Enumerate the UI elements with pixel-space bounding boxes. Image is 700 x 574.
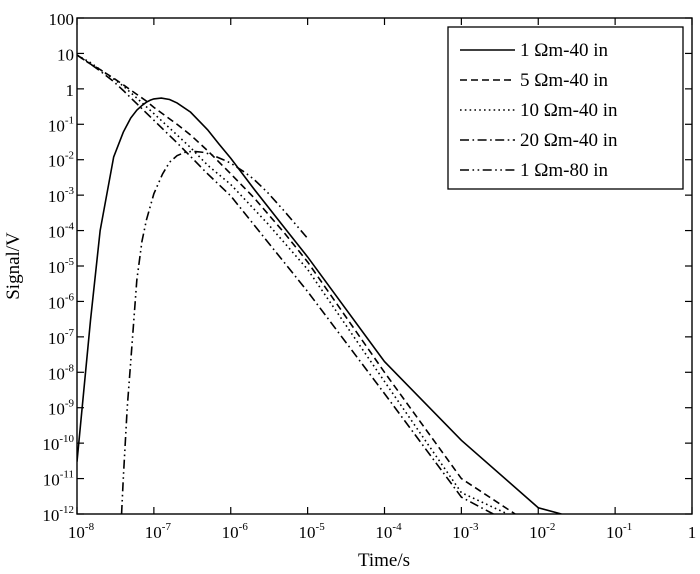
y-tick-label: 100 [49, 10, 75, 29]
y-tick-label: 10-12 [42, 504, 74, 525]
legend-label: 5 Ωm-40 in [520, 70, 609, 91]
series-line-2 [77, 54, 516, 514]
legend-label: 1 Ωm-40 in [520, 40, 609, 61]
y-tick-label: 10-6 [48, 291, 75, 312]
y-axis-label: Signal/V [3, 232, 24, 300]
x-tick-label: 1 [688, 523, 697, 542]
legend: 1 Ωm-40 in 5 Ωm-40 in 10 Ωm-40 in 20 Ωm-40 … [447, 26, 684, 190]
x-tick-label: 10-5 [299, 521, 326, 542]
x-tick-label: 10-1 [606, 521, 632, 542]
y-tick-label: 10-7 [48, 327, 75, 348]
x-axis-tick-labels: 10-8 10-7 10-6 10-5 10-4 10-3 10-2 10-1 1 [68, 521, 696, 542]
legend-label: 1 Ωm-80 in [520, 160, 609, 181]
axis-ticks [76, 17, 693, 515]
y-tick-label: 10-9 [48, 398, 75, 419]
y-tick-label: 10-11 [43, 469, 74, 490]
legend-label: 10 Ωm-40 in [520, 100, 618, 121]
legend-label: 20 Ωm-40 in [520, 130, 618, 151]
y-tick-label: 1 [66, 81, 75, 100]
legend-box [447, 26, 684, 190]
series-line-4 [77, 54, 494, 514]
series-line-3 [77, 54, 508, 514]
y-tick-label: 10-10 [42, 433, 74, 454]
x-tick-label: 10-7 [145, 521, 172, 542]
series-line-5 [120, 150, 309, 514]
y-tick-label: 10-2 [48, 150, 74, 171]
y-tick-label: 10-3 [48, 185, 75, 206]
series-lines [77, 54, 562, 514]
series-line-1 [77, 97, 562, 514]
x-tick-label: 10-2 [529, 521, 555, 542]
x-tick-label: 10-4 [375, 521, 402, 542]
x-tick-label: 10-8 [68, 521, 95, 542]
x-axis-label: Time/s [358, 550, 410, 571]
x-tick-label: 10-6 [222, 521, 249, 542]
y-tick-label: 10 [57, 45, 74, 64]
y-tick-label: 10-1 [48, 114, 74, 135]
x-tick-label: 10-3 [452, 521, 479, 542]
y-tick-label: 10-4 [48, 221, 75, 242]
y-tick-label: 10-8 [48, 362, 75, 383]
y-tick-label: 10-5 [48, 256, 75, 277]
y-axis-tick-labels: 100 10 1 10-1 10-2 10-3 10-4 10-5 10-6 10-7 10-8 10… [42, 10, 74, 525]
